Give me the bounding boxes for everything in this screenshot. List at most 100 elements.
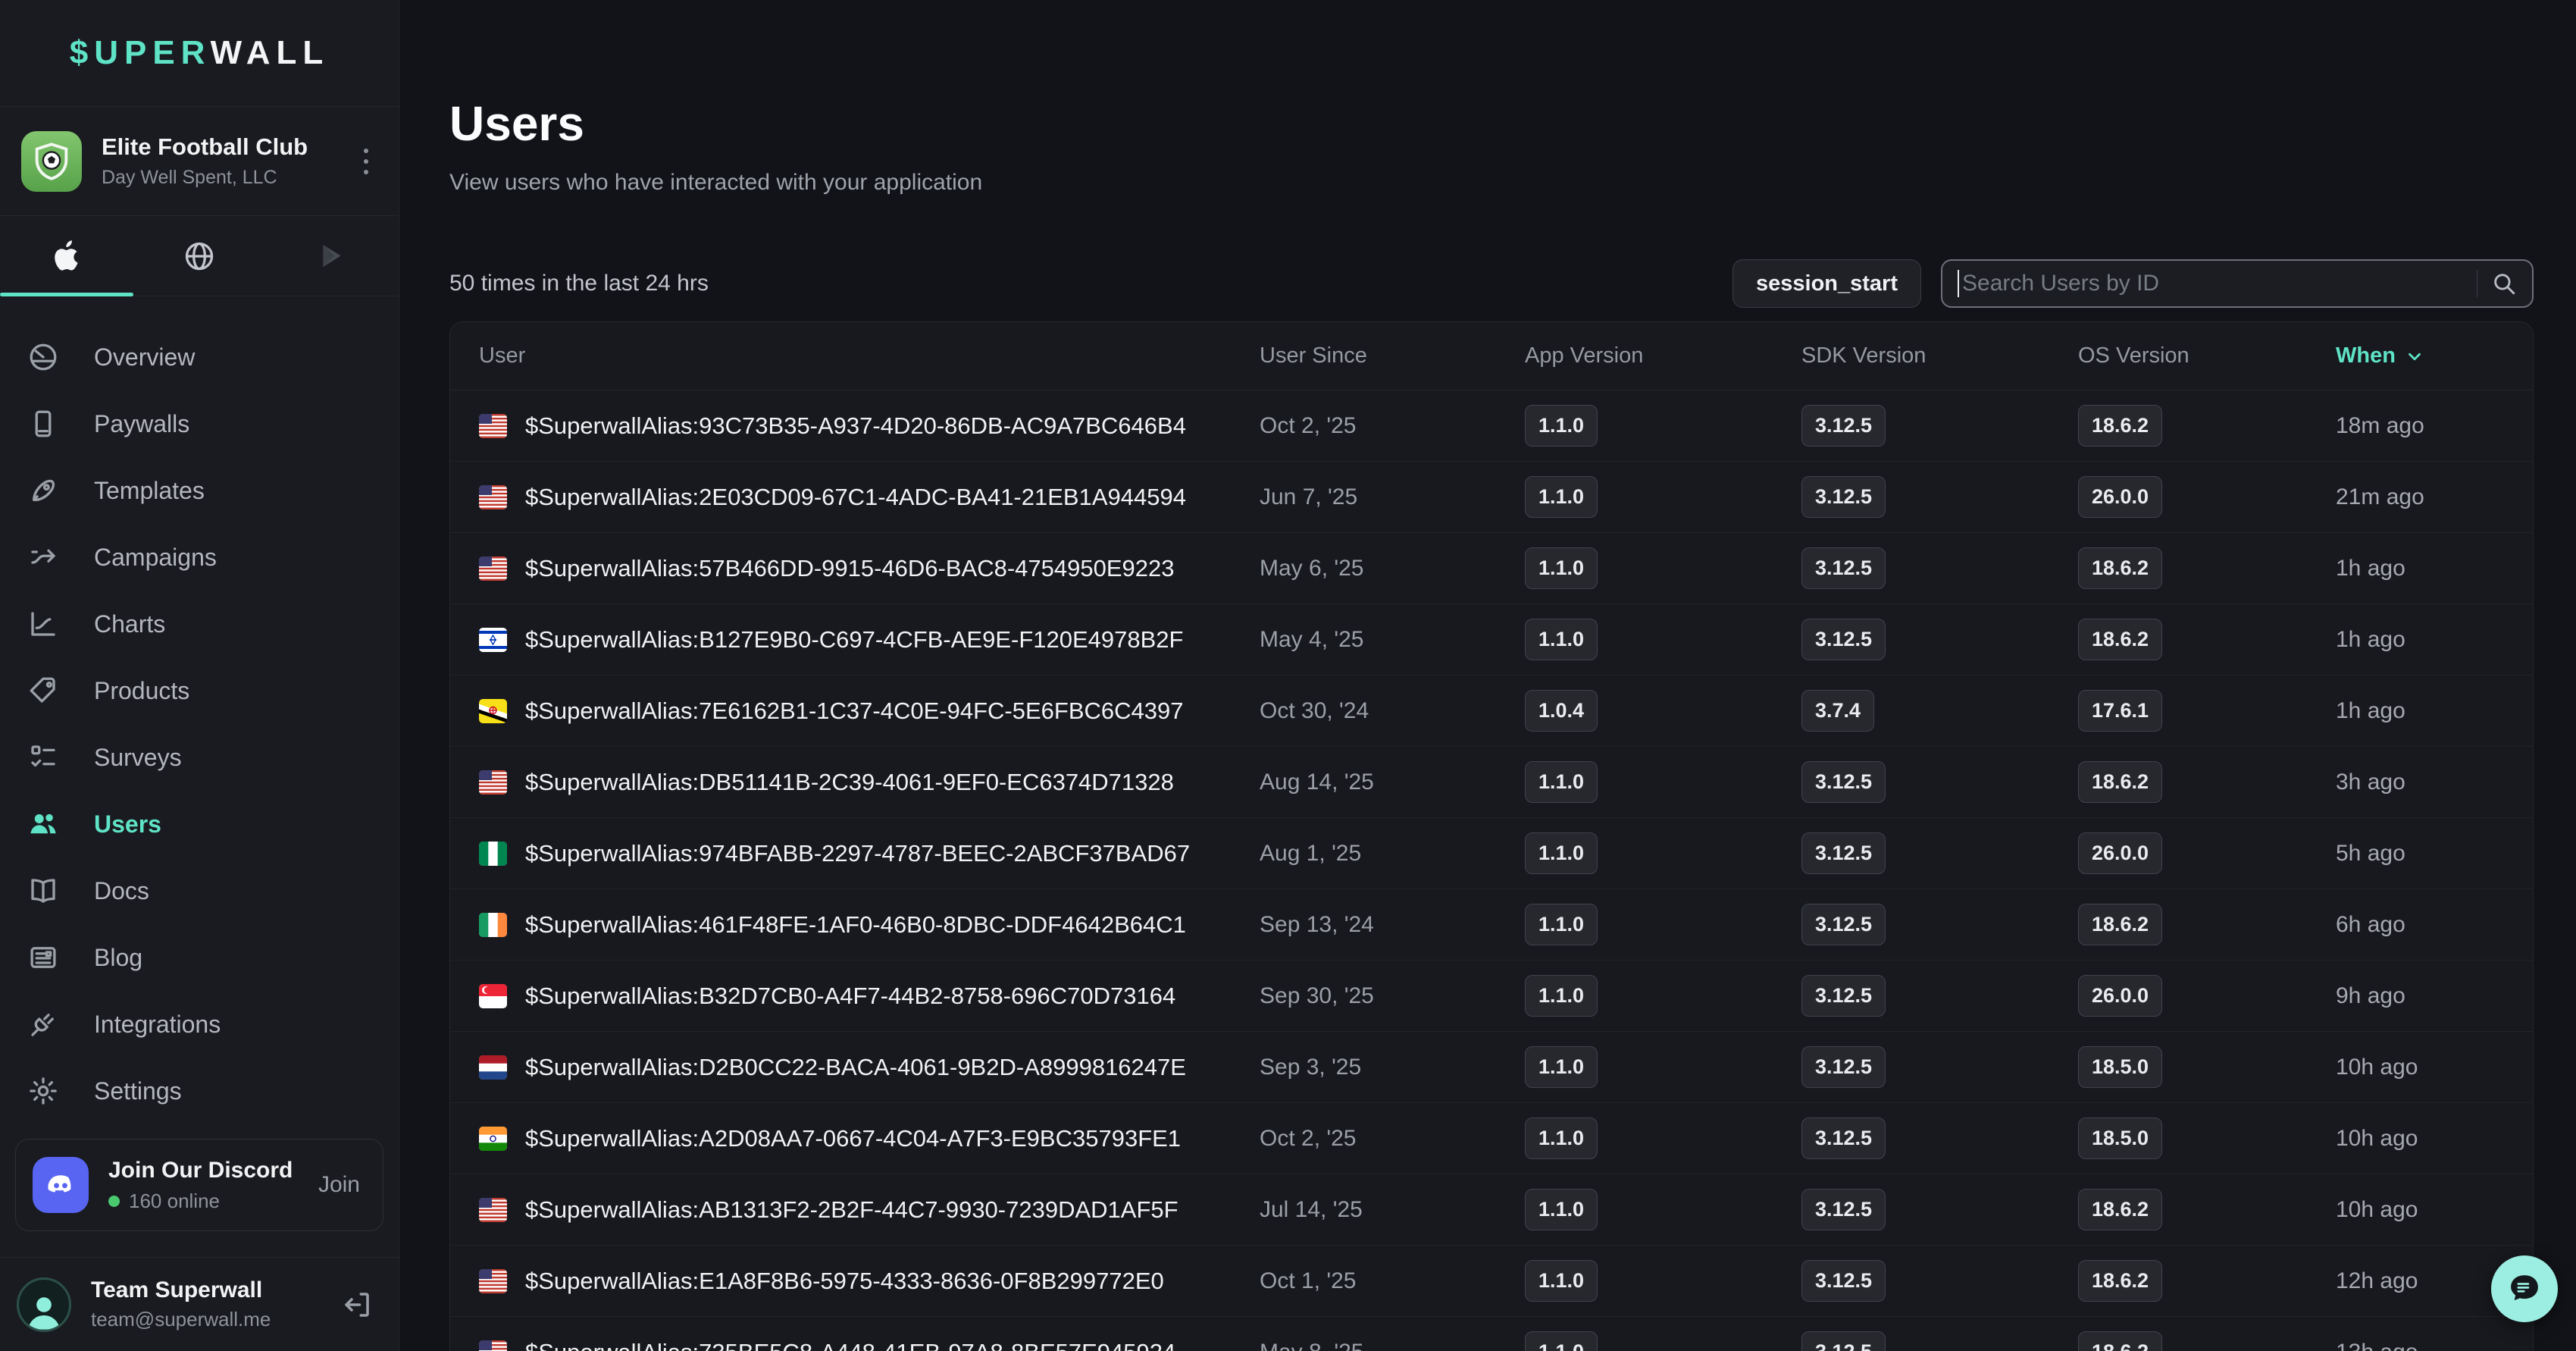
workspace-name: Elite Football Club [102,133,308,160]
text-cursor [1958,270,1959,297]
sidebar-item-charts[interactable]: Charts [0,591,399,657]
user-since: Jun 7, '25 [1260,484,1358,509]
os-version-badge: 26.0.0 [2078,975,2163,1017]
sdk-version-badge: 3.12.5 [1801,832,1886,874]
tab-android[interactable] [266,216,399,296]
os-version-badge: 18.6.2 [2078,1331,2163,1351]
workspace-org: Day Well Spent, LLC [102,167,277,189]
user-since: Jul 14, '25 [1260,1196,1363,1222]
workspace-menu-icon[interactable] [356,141,376,182]
column-header-user[interactable]: User [479,343,526,368]
table-row[interactable]: $SuperwallAlias:DB51141B-2C39-4061-9EF0-… [450,747,2533,818]
user-since: Oct 1, '25 [1260,1268,1357,1293]
discord-join-button[interactable]: Join [318,1172,360,1197]
table-row[interactable]: $SuperwallAlias:2E03CD09-67C1-4ADC-BA41-… [450,462,2533,533]
table-row[interactable]: $SuperwallAlias:B32D7CB0-A4F7-44B2-8758-… [450,961,2533,1032]
user-cell: $SuperwallAlias:D2B0CC22-BACA-4061-9B2D-… [479,1054,1260,1081]
sidebar-item-paywalls[interactable]: Paywalls [0,390,399,457]
sidebar-item-overview[interactable]: Overview [0,324,399,390]
user-cell: $SuperwallAlias:974BFABB-2297-4787-BEEC-… [479,840,1260,867]
table-row[interactable]: $SuperwallAlias:B127E9B0-C697-4CFB-AE9E-… [450,604,2533,676]
main-content: Users View users who have interacted wit… [399,0,2576,1351]
page-title: Users [449,96,584,151]
when: 1h ago [2336,697,2405,723]
tab-web[interactable] [133,216,265,296]
column-header-when[interactable]: When [2336,343,2502,368]
app-version-badge: 1.1.0 [1525,1331,1598,1351]
toolbar: 50 times in the last 24 hrs session_star… [449,259,2534,308]
table-row[interactable]: $SuperwallAlias:735BE5C8-A448-41EB-97A8-… [450,1317,2533,1351]
table-header: User User Since App Version SDK Version OS V… [450,322,2533,390]
online-dot-icon [108,1195,120,1207]
logo-part-white: WALL [210,34,330,71]
chat-widget-button[interactable] [2491,1255,2558,1322]
search-icon[interactable] [2491,271,2517,296]
discord-text: Join Our Discord 160 online [108,1158,293,1213]
table-row[interactable]: $SuperwallAlias:E1A8F8B6-5975-4333-8636-… [450,1246,2533,1317]
sdk-version-badge: 3.12.5 [1801,1331,1886,1351]
discord-title: Join Our Discord [108,1157,293,1183]
user-id: $SuperwallAlias:974BFABB-2297-4787-BEEC-… [525,839,1191,867]
table-row[interactable]: $SuperwallAlias:93C73B35-A937-4D20-86DB-… [450,390,2533,462]
sidebar-item-docs[interactable]: Docs [0,857,399,924]
globe-icon [185,242,214,270]
event-filter-button[interactable]: session_start [1732,259,1921,308]
docs-icon [27,875,59,907]
search-box[interactable] [1941,259,2534,308]
soccer-shield-icon [35,142,68,180]
sidebar-item-products[interactable]: Products [0,657,399,724]
os-version-badge: 26.0.0 [2078,832,2163,874]
app-version-badge: 1.1.0 [1525,1189,1598,1230]
user-since: Sep 13, '24 [1260,911,1374,937]
paywalls-icon [27,408,59,440]
discord-card[interactable]: Join Our Discord 160 online Join [15,1139,383,1231]
when: 1h ago [2336,555,2405,581]
flag-us-icon [479,413,507,438]
search-input[interactable] [1962,271,2469,296]
sdk-version-badge: 3.12.5 [1801,975,1886,1017]
avatar[interactable] [17,1277,71,1332]
user-cell: $SuperwallAlias:461F48FE-1AF0-46B0-8DBC-… [479,911,1260,939]
superwall-logo[interactable]: $UPERWALL [70,34,330,72]
user-since: Sep 3, '25 [1260,1054,1362,1080]
table-row[interactable]: $SuperwallAlias:AB1313F2-2B2F-44C7-9930-… [450,1174,2533,1246]
tab-ios[interactable] [0,216,133,296]
users-table: User User Since App Version SDK Version OS V… [449,321,2534,1351]
flag-bn-icon [479,698,507,723]
flag-sg-icon [479,983,507,1008]
user-id: $SuperwallAlias:7E6162B1-1C37-4C0E-94FC-… [525,697,1184,724]
flag-us-icon [479,1197,507,1222]
column-header-sdk-version[interactable]: SDK Version [1801,343,1927,368]
table-row[interactable]: $SuperwallAlias:461F48FE-1AF0-46B0-8DBC-… [450,889,2533,961]
user-cell: $SuperwallAlias:B32D7CB0-A4F7-44B2-8758-… [479,983,1260,1010]
sort-chevron-down-icon [2405,346,2424,366]
column-header-os-version[interactable]: OS Version [2078,343,2189,368]
sidebar-item-campaigns[interactable]: Campaigns [0,524,399,591]
table-row[interactable]: $SuperwallAlias:A2D08AA7-0667-4C04-A7F3-… [450,1103,2533,1174]
sidebar-item-label: Templates [94,476,205,504]
column-header-user-since[interactable]: User Since [1260,343,1367,368]
logout-icon[interactable] [341,1289,373,1321]
user-since: Oct 2, '25 [1260,1125,1357,1151]
when: 21m ago [2336,484,2424,509]
sidebar-item-templates[interactable]: Templates [0,457,399,524]
sidebar-item-settings[interactable]: Settings [0,1058,399,1124]
overview-icon [27,341,59,373]
workspace-selector[interactable]: Elite Football Club Day Well Spent, LLC [0,107,399,216]
user-since: Sep 30, '25 [1260,983,1374,1008]
sidebar-item-label: Paywalls [94,409,190,437]
table-row[interactable]: $SuperwallAlias:7E6162B1-1C37-4C0E-94FC-… [450,676,2533,747]
column-header-app-version[interactable]: App Version [1525,343,1644,368]
table-row[interactable]: $SuperwallAlias:57B466DD-9915-46D6-BAC8-… [450,533,2533,604]
flag-us-icon [479,484,507,509]
sidebar-item-users[interactable]: Users [0,791,399,857]
flag-us-icon [479,556,507,581]
sidebar-item-integrations[interactable]: Integrations [0,991,399,1058]
sidebar-item-blog[interactable]: Blog [0,924,399,991]
flag-in-icon [479,1126,507,1151]
sidebar-item-surveys[interactable]: Surveys [0,724,399,791]
table-row[interactable]: $SuperwallAlias:D2B0CC22-BACA-4061-9B2D-… [450,1032,2533,1103]
table-row[interactable]: $SuperwallAlias:974BFABB-2297-4787-BEEC-… [450,818,2533,889]
sdk-version-badge: 3.12.5 [1801,1046,1886,1088]
user-id: $SuperwallAlias:2E03CD09-67C1-4ADC-BA41-… [525,483,1186,510]
